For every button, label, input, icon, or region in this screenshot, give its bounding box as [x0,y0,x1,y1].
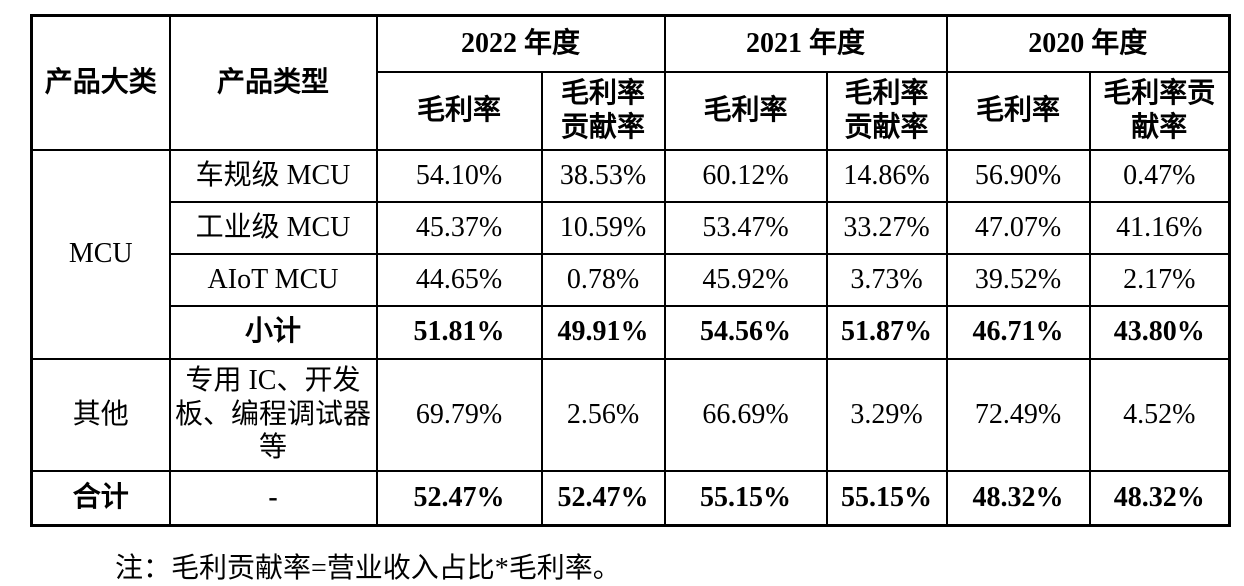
type-cell: 工业级 MCU [168,200,378,255]
type-cell: AIoT MCU [168,252,378,307]
footnote: 注：毛利贡献率=营业收入占比*毛利率。 [115,553,621,584]
cell-2020-margin: 46.71% [945,304,1091,360]
table-row-total: 合计 - 52.47% 52.47% 55.15% 55.15% 48.32% … [30,469,1231,527]
cell-2021-margin: 54.56% [663,304,828,360]
cell-2022-contrib: 2.56% [540,357,666,472]
table-row-auto-mcu: MCU 车规级 MCU 54.10% 38.53% 60.12% 14.86% … [30,148,1231,360]
cell-2020-margin: 56.90% [945,148,1091,203]
cell-2020-contrib: 43.80% [1088,304,1231,360]
cell-2021-contrib: 33.27% [825,200,948,255]
cell-2020-margin: 39.52% [945,252,1091,307]
header-year-2021: 2021 年度 [663,14,948,73]
cell-2020-contrib: 4.52% [1088,357,1231,472]
header-2020-margin: 毛利率 [945,70,1091,151]
cell-2021-margin: 45.92% [663,252,828,307]
cell-2021-margin: 66.69% [663,357,828,472]
cell-2022-margin: 52.47% [375,469,543,527]
cell-2020-margin: 48.32% [945,469,1091,527]
cell-2022-margin: 69.79% [375,357,543,472]
cell-2022-contrib: 10.59% [540,200,666,255]
cell-2021-margin: 53.47% [663,200,828,255]
table-row-other: 其他 专用 IC、开发板、编程调试器等 69.79% 2.56% 66.69% … [30,357,1231,472]
header-year-2022: 2022 年度 [375,14,666,73]
cell-2022-contrib: 38.53% [540,148,666,203]
cell-2020-contrib: 41.16% [1088,200,1231,255]
category-cell-mcu: MCU [30,148,171,360]
table-row-aiot-mcu: AIoT MCU 44.65% 0.78% 45.92% 3.73% 39.52… [32,252,1231,307]
header-2022-contrib: 毛利率 贡献率 [540,70,666,151]
header-year-2020: 2020 年度 [945,14,1231,73]
cell-2021-contrib: 3.73% [825,252,948,307]
header-2021-margin: 毛利率 [663,70,828,151]
cell-2020-margin: 72.49% [945,357,1091,472]
type-cell: 车规级 MCU [168,148,378,203]
header-product-type: 产品类型 [168,14,378,151]
cell-2021-contrib: 14.86% [825,148,948,203]
cell-2022-margin: 51.81% [375,304,543,360]
cell-2020-contrib: 2.17% [1088,252,1231,307]
header-year-row: 产品大类 产品类型 2022 年度 2021 年度 2020 年度 [30,14,1231,151]
category-cell-other: 其他 [30,357,171,472]
cell-2021-margin: 55.15% [663,469,828,527]
cell-2020-margin: 47.07% [945,200,1091,255]
cell-2022-margin: 45.37% [375,200,543,255]
cell-2022-contrib: 52.47% [540,469,666,527]
cell-2020-contrib: 0.47% [1088,148,1231,203]
cell-2021-margin: 60.12% [663,148,828,203]
header-2021-contrib: 毛利率 贡献率 [825,70,948,151]
cell-2021-contrib: 55.15% [825,469,948,527]
header-product-category: 产品大类 [30,14,171,151]
header-2022-margin: 毛利率 [375,70,543,151]
header-2020-contrib: 毛利率贡 献率 [1088,70,1231,151]
header-sub-row: 毛利率 毛利率 贡献率 毛利率 毛利率 贡献率 毛利率 毛利率贡 献率 [32,70,1231,151]
cell-2022-contrib: 0.78% [540,252,666,307]
cell-2022-margin: 44.65% [375,252,543,307]
cell-2022-margin: 54.10% [375,148,543,203]
table-row-mcu-subtotal: 小计 51.81% 49.91% 54.56% 51.87% 46.71% 43… [32,304,1231,360]
subtotal-label-cell: 小计 [168,304,378,360]
cell-2022-contrib: 49.91% [540,304,666,360]
cell-2020-contrib: 48.32% [1088,469,1231,527]
cell-2021-contrib: 51.87% [825,304,948,360]
gross-margin-table: 产品大类 产品类型 2022 年度 2021 年度 2020 年度 毛利率 毛利… [30,14,1232,527]
category-cell-total: 合计 [30,469,171,527]
type-cell-dash: - [168,469,378,527]
cell-2021-contrib: 3.29% [825,357,948,472]
table-row-industrial-mcu: 工业级 MCU 45.37% 10.59% 53.47% 33.27% 47.0… [32,200,1231,255]
type-cell: 专用 IC、开发板、编程调试器等 [168,357,378,472]
